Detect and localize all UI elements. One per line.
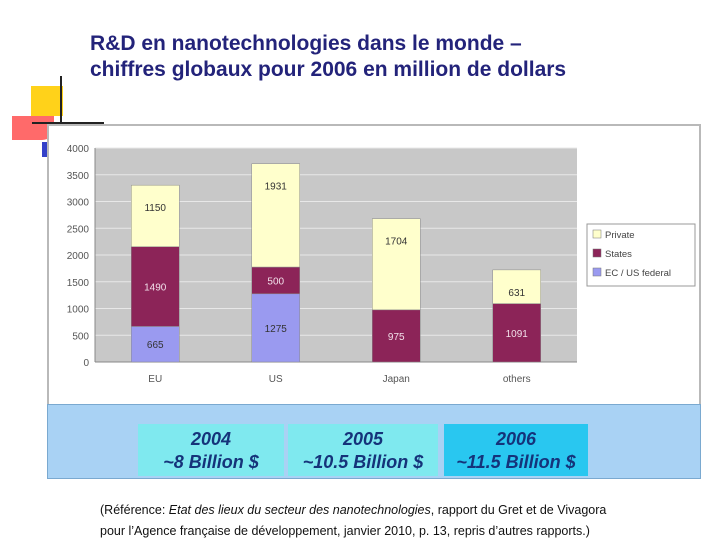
x-tick-label: EU xyxy=(148,374,162,385)
bar-value-label: 1275 xyxy=(265,324,288,335)
reference-line2: pour l’Agence française de développement… xyxy=(100,524,590,538)
legend-swatch xyxy=(592,267,602,277)
bar-value-label: 1931 xyxy=(265,182,288,193)
legend-box xyxy=(586,223,696,287)
decor-horizontal-line xyxy=(32,122,104,124)
reference-note: (Référence: Etat des lieux du secteur de… xyxy=(100,500,710,542)
total-amount: ~10.5 Billion $ xyxy=(302,452,424,472)
x-tick-label: others xyxy=(503,374,531,385)
bar-segment xyxy=(251,163,300,268)
x-tick-label: Japan xyxy=(383,374,410,385)
bar-segment xyxy=(251,266,300,295)
y-tick-label: 1500 xyxy=(67,278,90,289)
y-tick-label: 2500 xyxy=(67,224,90,235)
total-year: 2004 xyxy=(190,429,232,449)
x-tick-label: US xyxy=(269,374,283,385)
legend-label: EC / US federal xyxy=(605,268,671,279)
bar-value-label: 975 xyxy=(388,332,405,343)
bar-segment xyxy=(251,293,300,363)
bar-segment xyxy=(492,303,541,363)
bar-value-label: 631 xyxy=(508,288,525,299)
y-tick-label: 1000 xyxy=(67,305,90,316)
total-2006: 2006 ~11.5 Billion $ xyxy=(444,424,588,476)
legend-swatch xyxy=(592,229,602,239)
bar-segment xyxy=(492,269,541,304)
bar-value-label: 1704 xyxy=(385,237,408,248)
y-tick-label: 4000 xyxy=(67,144,90,155)
bar-value-label: 1150 xyxy=(144,203,166,214)
total-year: 2006 xyxy=(495,429,537,449)
bar-value-label: 500 xyxy=(267,276,284,287)
legend-label: States xyxy=(605,249,632,260)
bar-segment xyxy=(372,309,421,363)
decor-yellow-square xyxy=(31,86,63,116)
y-tick-label: 2000 xyxy=(67,251,90,262)
reference-text-start: (Référence: xyxy=(100,503,169,517)
decor-vertical-line xyxy=(60,76,62,164)
reference-text-end: , rapport du Gret et de Vivagora xyxy=(430,503,607,517)
total-year: 2005 xyxy=(342,429,384,449)
bar-segment xyxy=(372,218,421,311)
slide-title: R&D en nanotechnologies dans le monde – … xyxy=(90,31,690,83)
legend-swatch xyxy=(592,248,602,258)
bar-value-label: 1091 xyxy=(506,329,529,340)
legend-label: Private xyxy=(605,230,635,241)
slide-title-line1: R&D en nanotechnologies dans le monde – xyxy=(90,32,522,55)
total-2004: 2004 ~8 Billion $ xyxy=(138,424,284,476)
y-tick-label: 3000 xyxy=(67,198,90,209)
y-tick-label: 0 xyxy=(83,358,89,369)
reference-title: Etat des lieux du secteur des nanotechno… xyxy=(168,503,431,517)
y-tick-label: 500 xyxy=(72,331,89,342)
bar-value-label: 1490 xyxy=(144,283,167,294)
total-amount: ~8 Billion $ xyxy=(163,452,259,472)
slide-title-line2: chiffres globaux pour 2006 en million de… xyxy=(90,58,567,81)
decor-blue-square xyxy=(42,142,51,157)
stacked-bar-chart: 0 500 1000 1500 2000 2500 3000 3500 4000 665 1490 1… xyxy=(67,144,696,385)
y-tick-label: 3500 xyxy=(67,171,90,182)
total-amount: ~11.5 Billion $ xyxy=(456,452,576,472)
bar-segment xyxy=(131,184,180,247)
bar-value-label: 665 xyxy=(147,340,164,351)
total-2005: 2005 ~10.5 Billion $ xyxy=(288,424,438,476)
